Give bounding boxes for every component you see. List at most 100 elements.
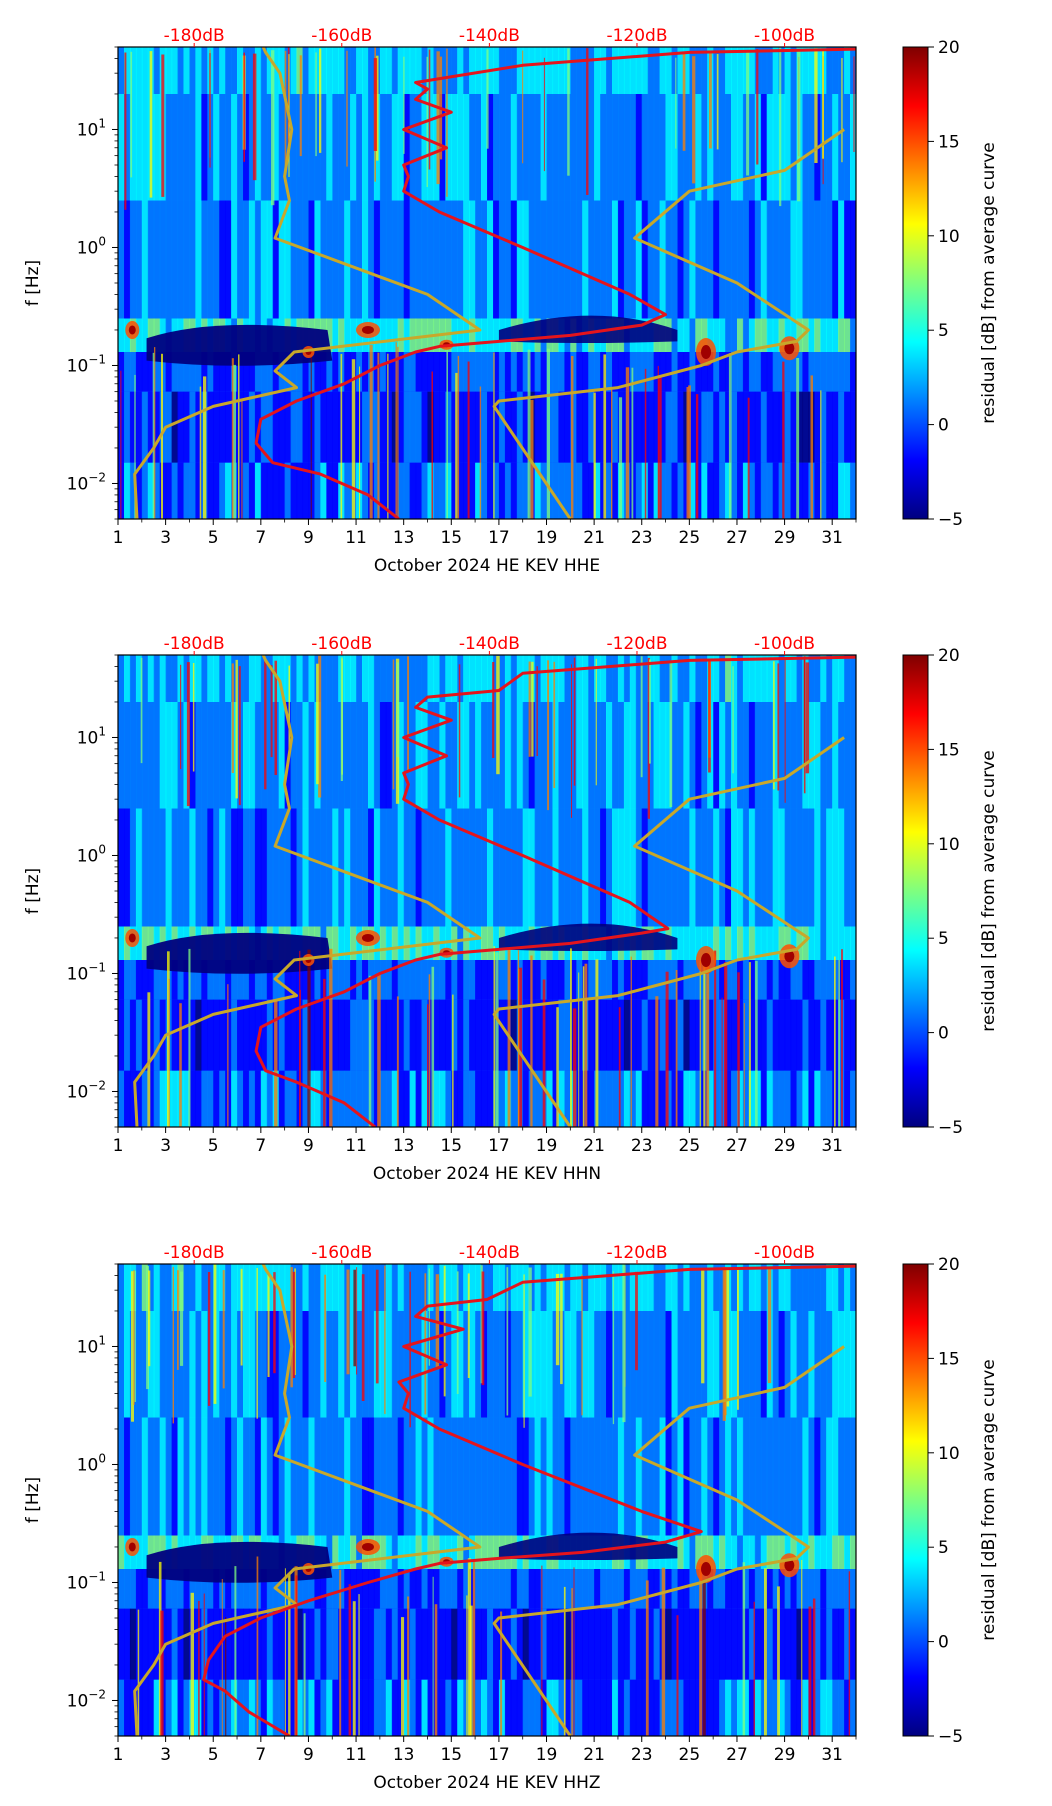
spectrogram-heatmap [118, 1264, 856, 1736]
db-axis-label: -100dB [754, 634, 815, 654]
colorbar-tick-label: 15 [938, 1349, 960, 1369]
x-tick-label: 13 [393, 1745, 415, 1765]
noise-model-curve [133, 47, 482, 519]
db-axis-label: -180dB [164, 26, 225, 46]
x-tick-label: 7 [255, 528, 266, 548]
x-tick-label: 5 [208, 528, 219, 548]
colorbar-tick-label: 15 [938, 740, 960, 760]
x-tick-label: 3 [160, 528, 171, 548]
x-tick-label: 19 [536, 1745, 558, 1765]
x-tick-label: 19 [536, 528, 558, 548]
ppsd-mode-curve [254, 655, 856, 1127]
x-tick-label: 17 [488, 528, 510, 548]
noise-model-curve-high [492, 128, 845, 519]
spectrogram-heatmap [118, 47, 856, 519]
x-tick-label: 1 [113, 1745, 124, 1765]
x-tick-label: 23 [631, 528, 653, 548]
db-axis-label: -160dB [311, 1243, 372, 1263]
y-tick-label: 10−1 [67, 1569, 106, 1593]
x-axis-label: October 2024 HE KEV HHN [373, 1164, 601, 1184]
colorbar-tick-label: 10 [938, 835, 960, 855]
y-tick-label: 101 [77, 724, 106, 748]
colorbar-tick-label: 10 [938, 1444, 960, 1464]
x-tick-label: 15 [440, 1745, 462, 1765]
db-axis-label: -180dB [164, 1243, 225, 1263]
db-axis-label: -120dB [606, 634, 667, 654]
y-tick-label: 100 [77, 842, 106, 866]
x-tick-label: 27 [726, 1745, 748, 1765]
x-tick-label: 25 [679, 1745, 701, 1765]
noise-model-curve [133, 1264, 482, 1736]
x-tick-label: 11 [345, 528, 367, 548]
y-tick-label: 10−2 [67, 1687, 106, 1711]
y-tick-label: 10−1 [67, 960, 106, 984]
y-tick-label: 10−2 [67, 1078, 106, 1102]
x-tick-label: 3 [160, 1136, 171, 1156]
y-axis-label: f [Hz] [23, 868, 43, 914]
db-axis-label: -140dB [459, 1243, 520, 1263]
colorbar-label: residual [dB] from average curve [979, 1359, 999, 1640]
x-tick-label: 21 [583, 1136, 605, 1156]
y-tick-label: 10−2 [67, 470, 106, 494]
noise-model-curve-high [492, 1345, 845, 1736]
x-tick-label: 1 [113, 528, 124, 548]
colorbar-tick-label: 15 [938, 132, 960, 152]
colorbar-tick-label: 5 [938, 321, 949, 341]
colorbar-tick-label: 10 [938, 227, 960, 247]
x-tick-label: 9 [303, 1136, 314, 1156]
db-axis-label: -100dB [754, 26, 815, 46]
x-tick-label: 5 [208, 1745, 219, 1765]
x-tick-label: 19 [536, 1136, 558, 1156]
db-axis-label: -160dB [311, 26, 372, 46]
colorbar-tick-label: 20 [938, 38, 960, 58]
x-tick-label: 13 [393, 1136, 415, 1156]
x-tick-label: 25 [679, 1136, 701, 1156]
db-axis-label: -120dB [606, 1243, 667, 1263]
y-tick-label: 101 [77, 1333, 106, 1357]
y-tick-label: 101 [77, 116, 106, 140]
x-tick-label: 31 [821, 1136, 843, 1156]
noise-model-curve-high [492, 736, 845, 1127]
x-tick-label: 7 [255, 1745, 266, 1765]
db-axis-label: -140dB [459, 634, 520, 654]
x-tick-label: 27 [726, 528, 748, 548]
x-tick-label: 31 [821, 1745, 843, 1765]
db-axis-label: -180dB [164, 634, 225, 654]
noise-model-curve [133, 655, 482, 1127]
x-tick-label: 9 [303, 528, 314, 548]
colorbar [902, 1263, 929, 1737]
colorbar [902, 46, 929, 520]
x-tick-label: 13 [393, 528, 415, 548]
colorbar-label: residual [dB] from average curve [979, 750, 999, 1031]
x-tick-label: 31 [821, 528, 843, 548]
y-tick-label: 100 [77, 1451, 106, 1475]
x-tick-label: 9 [303, 1745, 314, 1765]
x-tick-label: 1 [113, 1136, 124, 1156]
colorbar [902, 654, 929, 1128]
x-tick-label: 29 [774, 1136, 796, 1156]
colorbar-tick-label: 0 [938, 416, 949, 436]
colorbar-tick-label: 5 [938, 1538, 949, 1558]
colorbar-tick-label: −5 [938, 1118, 963, 1138]
x-axis-label: October 2024 HE KEV HHZ [373, 1773, 600, 1793]
x-tick-label: 27 [726, 1136, 748, 1156]
x-tick-label: 23 [631, 1136, 653, 1156]
x-tick-label: 3 [160, 1745, 171, 1765]
ppsd-mode-curve [202, 1264, 856, 1736]
x-tick-label: 11 [345, 1745, 367, 1765]
x-tick-label: 7 [255, 1136, 266, 1156]
x-tick-label: 5 [208, 1136, 219, 1156]
db-axis-label: -160dB [311, 634, 372, 654]
colorbar-tick-label: 0 [938, 1024, 949, 1044]
x-axis-label: October 2024 HE KEV HHE [374, 556, 600, 576]
db-axis-label: -120dB [606, 26, 667, 46]
x-tick-label: 29 [774, 528, 796, 548]
colorbar-tick-label: 5 [938, 929, 949, 949]
colorbar-label: residual [dB] from average curve [979, 142, 999, 423]
x-tick-label: 15 [440, 528, 462, 548]
x-tick-label: 17 [488, 1745, 510, 1765]
